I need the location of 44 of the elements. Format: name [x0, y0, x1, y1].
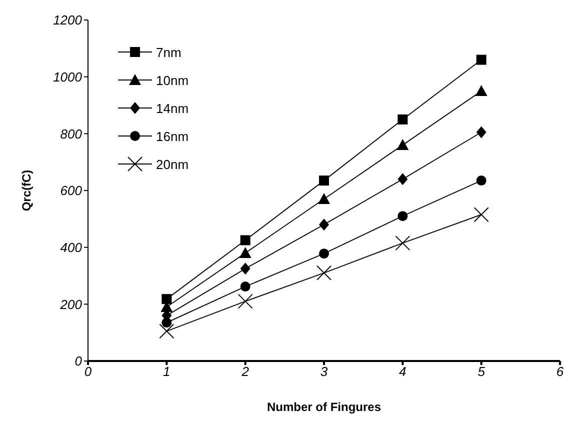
point [240, 262, 250, 275]
legend-label: 16nm [156, 128, 189, 144]
point [239, 247, 252, 258]
legend-label: 20nm [156, 156, 189, 172]
point [475, 85, 488, 96]
x-tick-label: 6 [556, 364, 564, 380]
point [319, 176, 329, 186]
y-tick-label: 0 [74, 354, 83, 369]
point [474, 207, 489, 222]
legend-label: 14nm [156, 100, 189, 116]
point [319, 218, 329, 231]
y-tick-label: 1200 [53, 12, 83, 28]
x-tick-label: 4 [399, 364, 406, 380]
point [398, 211, 408, 222]
point [240, 282, 250, 292]
x-tick-label: 1 [163, 364, 170, 380]
point [476, 54, 486, 65]
point [316, 265, 332, 280]
point [318, 193, 330, 204]
point [476, 176, 486, 186]
point [238, 294, 253, 309]
point [240, 235, 250, 246]
point [319, 248, 329, 259]
y-tick-label: 200 [59, 296, 83, 312]
x-tick-label: 3 [320, 364, 328, 380]
y-tick-label: 1000 [53, 69, 83, 84]
legend-label: 7nm [156, 44, 182, 60]
point [159, 324, 174, 339]
point [395, 236, 410, 251]
x-axis-title: Number of Fingures [266, 400, 382, 414]
y-tick-label: 400 [60, 240, 83, 255]
point [398, 114, 408, 124]
point [162, 294, 172, 304]
point [162, 318, 172, 328]
point [396, 139, 409, 150]
y-tick-label: 600 [60, 183, 83, 198]
x-tick-label: 2 [240, 364, 250, 380]
legend-label: 10nm [156, 72, 189, 88]
x-tick-label: 5 [478, 364, 486, 380]
point [476, 126, 486, 138]
y-tick-label: 800 [60, 126, 83, 142]
x-tick-label: 0 [84, 364, 92, 380]
y-axis-title: Qrc(fC) [19, 170, 34, 212]
point [398, 173, 408, 186]
